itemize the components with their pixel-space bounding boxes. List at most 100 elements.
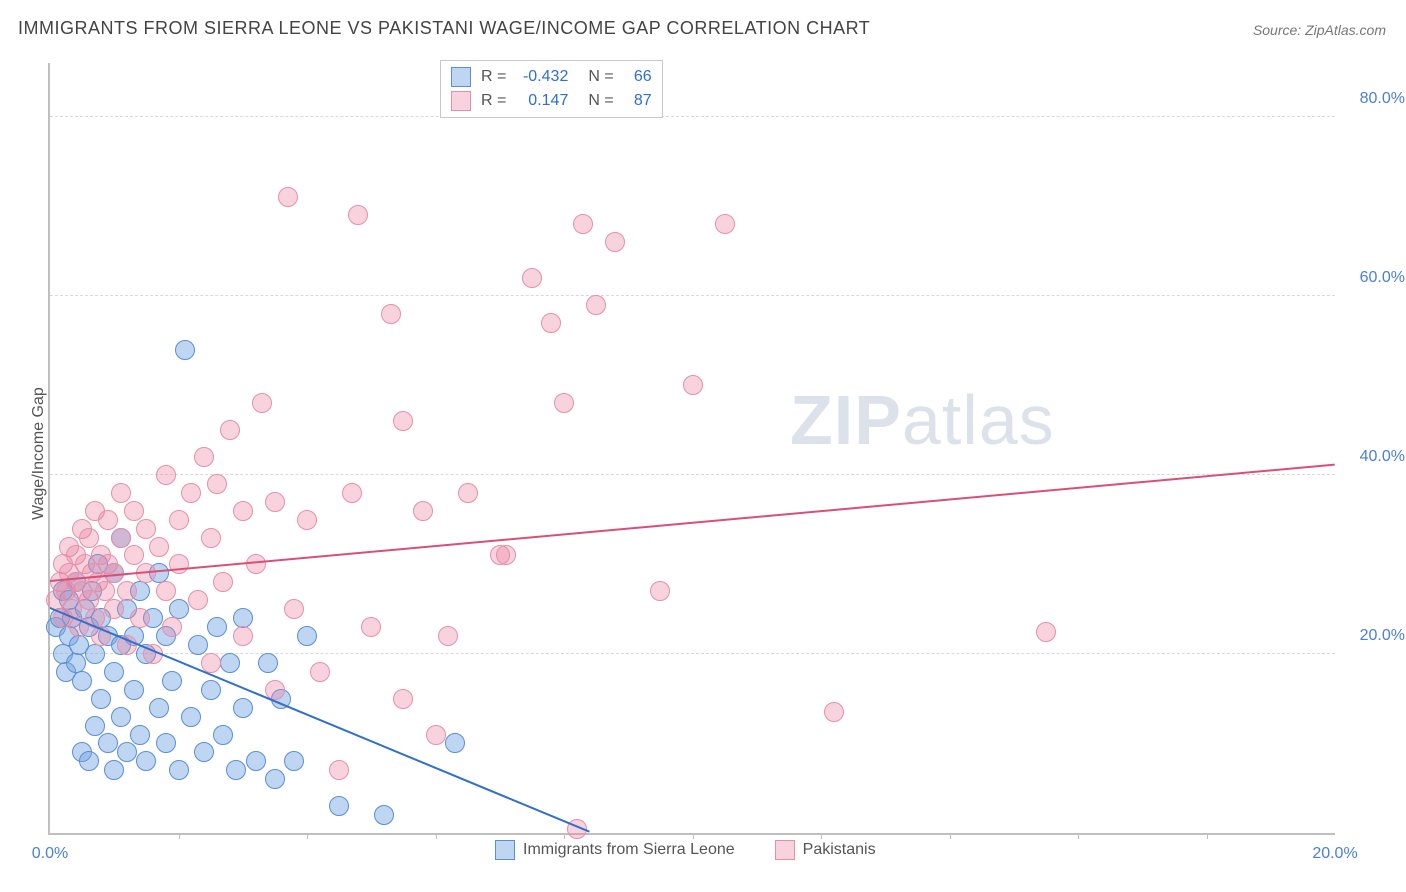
data-point [438, 626, 458, 646]
stat-n-value: 66 [624, 68, 652, 86]
y-tick-label: 20.0% [1345, 627, 1405, 645]
data-point [130, 608, 150, 628]
data-point [233, 501, 253, 521]
legend-swatch [495, 840, 515, 860]
x-tick-mark [1207, 833, 1208, 839]
data-point [284, 599, 304, 619]
data-point [226, 760, 246, 780]
x-tick-mark [436, 833, 437, 839]
data-point [220, 420, 240, 440]
data-point [98, 510, 118, 530]
data-point [522, 268, 542, 288]
data-point [188, 590, 208, 610]
data-point [361, 617, 381, 637]
source-attribution: Source: ZipAtlas.com [1253, 22, 1386, 38]
stats-row: R =-0.432N =66 [451, 65, 652, 89]
data-point [111, 528, 131, 548]
y-tick-label: 40.0% [1345, 448, 1405, 466]
data-point [136, 519, 156, 539]
data-point [95, 581, 115, 601]
gridline [50, 116, 1335, 117]
stat-r-value: 0.147 [516, 92, 568, 110]
data-point [188, 635, 208, 655]
data-point [342, 483, 362, 503]
data-point [445, 733, 465, 753]
data-point [297, 510, 317, 530]
data-point [72, 671, 92, 691]
data-point [265, 769, 285, 789]
data-point [458, 483, 478, 503]
stat-n-label: N = [588, 68, 613, 86]
x-tick-mark [693, 833, 694, 839]
data-point [496, 545, 516, 565]
bottom-legend: Immigrants from Sierra Leone Pakistanis [495, 840, 876, 860]
data-point [220, 653, 240, 673]
data-point [201, 680, 221, 700]
data-point [136, 751, 156, 771]
data-point [252, 393, 272, 413]
data-point [213, 572, 233, 592]
x-tick-label: 0.0% [32, 845, 68, 863]
data-point [374, 805, 394, 825]
data-point [329, 796, 349, 816]
stats-row: R = 0.147 N = 87 [451, 89, 652, 113]
data-point [175, 340, 195, 360]
data-point [98, 733, 118, 753]
data-point [201, 528, 221, 548]
data-point [426, 725, 446, 745]
data-point [278, 187, 298, 207]
x-tick-mark [179, 833, 180, 839]
data-point [715, 214, 735, 234]
stat-n-value: 87 [624, 92, 652, 110]
data-point [207, 617, 227, 637]
data-point [181, 707, 201, 727]
data-point [85, 716, 105, 736]
data-point [117, 581, 137, 601]
x-tick-mark [1078, 833, 1079, 839]
data-point [181, 483, 201, 503]
data-point [265, 492, 285, 512]
data-point [169, 554, 189, 574]
data-point [156, 733, 176, 753]
data-point [111, 707, 131, 727]
stat-n-label: N = [588, 92, 613, 110]
data-point [554, 393, 574, 413]
data-point [348, 205, 368, 225]
trend-line [50, 464, 1335, 582]
data-point [246, 554, 266, 574]
data-point [1036, 622, 1056, 642]
legend-swatch [775, 840, 795, 860]
x-tick-label: 20.0% [1312, 845, 1357, 863]
data-point [104, 760, 124, 780]
data-point [233, 698, 253, 718]
data-point [393, 689, 413, 709]
stat-r-label: R = [481, 92, 506, 110]
data-point [124, 501, 144, 521]
legend-label: Pakistanis [803, 841, 876, 859]
x-tick-mark [950, 833, 951, 839]
data-point [79, 528, 99, 548]
x-tick-mark [564, 833, 565, 839]
x-tick-mark [821, 833, 822, 839]
data-point [413, 501, 433, 521]
gridline [50, 474, 1335, 475]
trend-line [50, 607, 590, 833]
data-point [258, 653, 278, 673]
legend-item: Immigrants from Sierra Leone [495, 840, 735, 860]
data-point [573, 214, 593, 234]
data-point [329, 760, 349, 780]
data-point [149, 537, 169, 557]
data-point [79, 751, 99, 771]
data-point [156, 465, 176, 485]
data-point [393, 411, 413, 431]
legend-swatch [451, 91, 471, 111]
y-tick-label: 60.0% [1345, 269, 1405, 287]
data-point [85, 644, 105, 664]
gridline [50, 295, 1335, 296]
scatter-plot: 20.0%40.0%60.0%80.0%0.0%20.0% [48, 63, 1335, 835]
data-point [284, 751, 304, 771]
data-point [149, 698, 169, 718]
y-tick-label: 80.0% [1345, 90, 1405, 108]
data-point [162, 671, 182, 691]
data-point [111, 483, 131, 503]
